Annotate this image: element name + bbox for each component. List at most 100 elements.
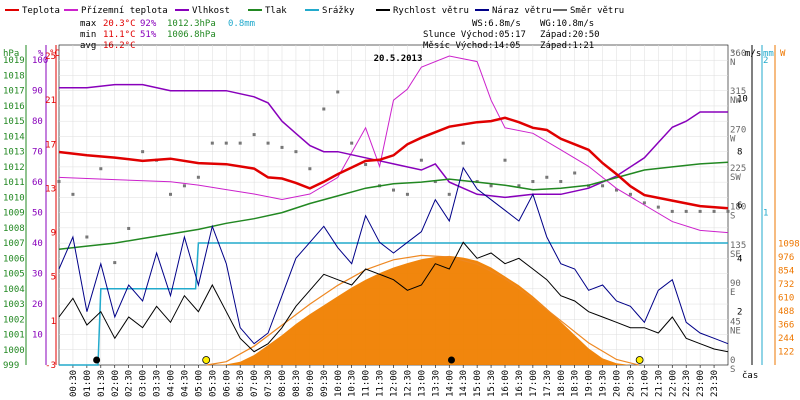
legend-label: Přízemní teplota [81, 6, 168, 16]
hpa-tick-label: 1000 [3, 346, 25, 356]
x-tick-label: 19:30 [599, 370, 609, 397]
x-tick-label: 22:30 [682, 370, 692, 397]
wind-tick-label: 8 [737, 148, 742, 158]
wind-direction-point [670, 209, 674, 213]
wind-direction-point [210, 141, 214, 145]
wind-direction-point [405, 192, 409, 196]
direction-tick-label: N [730, 58, 735, 68]
x-tick-label: 10:30 [348, 370, 358, 397]
wind-direction-point [545, 175, 549, 179]
wind-direction-point [252, 133, 256, 137]
temp-tick-label: 9 [51, 229, 56, 239]
wind-direction-point [127, 226, 131, 230]
stats-avg-temp: 16.2°C [103, 41, 136, 51]
solar-tick-label: 854 [778, 266, 794, 276]
wind-direction-point [392, 188, 395, 192]
wind-direction-point [419, 158, 423, 162]
hpa-axis-unit: hPa [3, 49, 19, 59]
wind-direction-point [698, 209, 702, 213]
wind-direction-point [57, 180, 61, 184]
x-tick-label: 15:00 [473, 370, 483, 397]
rain-tick-label: 1 [763, 209, 768, 219]
wind-direction-point [196, 175, 200, 179]
wind-direction-point [573, 171, 577, 175]
legend-label: Vlhkost [192, 6, 230, 16]
temp-tick-label: 17 [45, 140, 56, 150]
wind-direction-point [169, 192, 172, 196]
stats-max-label: max [80, 19, 97, 29]
stats-min-label: min [80, 30, 96, 40]
x-tick-label: 01:30 [97, 370, 107, 397]
moonrise-marker [447, 356, 455, 364]
x-tick-label: 20:30 [626, 370, 636, 397]
direction-tick-label: S [730, 211, 735, 221]
solar-tick-label: 976 [778, 253, 794, 263]
x-tick-label: 19:00 [585, 370, 595, 397]
solar-axis-unit: W [780, 49, 786, 59]
x-tick-label: 08:30 [292, 370, 302, 397]
x-tick-label: 18:30 [571, 370, 581, 397]
x-tick-label: 17:30 [543, 370, 553, 397]
temp-tick-label: -3 [45, 361, 56, 371]
wind-direction-point [308, 167, 312, 171]
temp-axis-unit: °C [49, 49, 60, 59]
legend-label: Rychlost větru [393, 6, 469, 16]
x-tick-label: 21:30 [654, 370, 664, 397]
hpa-tick-label: 1015 [3, 117, 25, 127]
legend: Teplota Přízemní teplota Vlhkost Tlak Srážky… [5, 6, 624, 16]
wind-direction-point [601, 184, 605, 188]
wind-direction-point [364, 162, 368, 166]
hpa-tick-label: 1004 [3, 285, 25, 295]
x-tick-label: 15:30 [487, 370, 497, 397]
hpa-tick-label: 1009 [3, 209, 25, 219]
direction-tick-label: SW [730, 173, 741, 183]
wind-direction-point [712, 209, 716, 213]
ground-temperature-line [58, 55, 729, 234]
humidity-tick-label: 100 [32, 56, 48, 66]
solar-theoretical-line [206, 254, 639, 366]
x-tick-label: 03:30 [153, 370, 163, 397]
series-layer [57, 55, 730, 366]
stats-max-humidity: 92% [140, 19, 157, 29]
direction-tick-value: 135 [730, 241, 746, 251]
hpa-tick-label: 1014 [3, 132, 25, 142]
direction-tick-value: 315 [730, 87, 746, 97]
sunrise-marker [202, 356, 211, 364]
wind-direction-point [559, 180, 563, 184]
x-tick-label: 07:00 [250, 370, 260, 397]
x-tick-label: 01:00 [83, 370, 93, 397]
direction-tick-label: SE [730, 250, 741, 260]
wind-speed-info: WS:6.8m/s [472, 19, 521, 29]
moonrise-info: Měsíc Východ:14:05 [423, 41, 521, 51]
wind-tick-label: 6 [737, 201, 742, 211]
legend-label: Tlak [265, 6, 287, 16]
solar-tick-label: 1098 [778, 239, 800, 249]
x-tick-label: 11:30 [376, 370, 386, 397]
stats-min-humidity: 51% [140, 30, 157, 40]
hpa-tick-label: 1007 [3, 239, 25, 249]
direction-tick-label: NE [730, 327, 741, 337]
hpa-tick-label: 1002 [3, 315, 25, 325]
wind-direction-point [628, 192, 632, 196]
wind-direction-point [531, 180, 535, 184]
x-tick-label: 00:30 [69, 370, 79, 397]
hpa-tick-label: 999 [3, 361, 19, 371]
solar-tick-label: 732 [778, 280, 794, 290]
wind-direction-point [71, 192, 75, 196]
direction-axis-unit: ° [730, 49, 735, 59]
solar-tick-label: 610 [778, 293, 794, 303]
wind-tick-label: 10 [737, 94, 748, 104]
hpa-tick-label: 1005 [3, 270, 25, 280]
wind-direction-point [461, 141, 465, 145]
x-tick-label: 14:00 [445, 370, 455, 397]
wind-direction-point [684, 209, 688, 213]
x-tick-label: 03:00 [139, 370, 149, 397]
hpa-tick-label: 1010 [3, 193, 25, 203]
wind-direction-point [447, 192, 451, 196]
wind-direction-point [350, 141, 354, 145]
wind-direction-point [433, 180, 437, 184]
humidity-tick-label: 40 [32, 239, 43, 249]
rain-line [59, 242, 728, 366]
x-tick-label: 02:00 [111, 370, 121, 397]
legend-label: Srážky [322, 6, 355, 16]
